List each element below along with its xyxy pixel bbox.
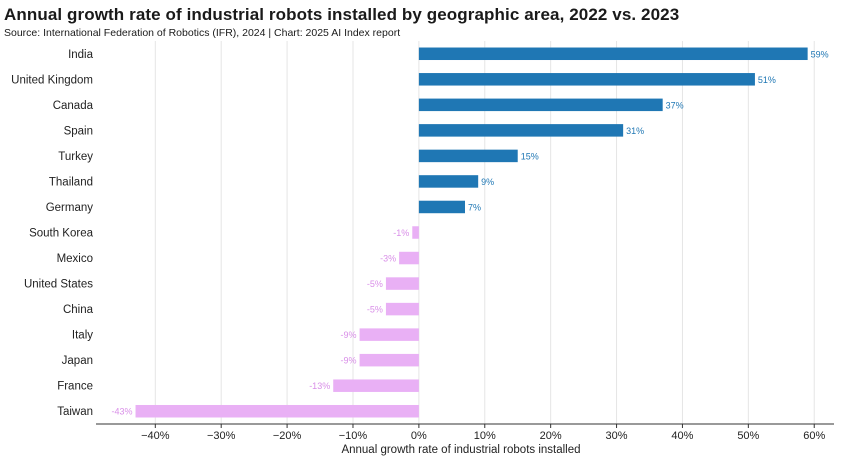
chart-subtitle: Source: International Federation of Robo… xyxy=(4,27,401,39)
bar xyxy=(412,226,419,239)
x-tick-label: 50% xyxy=(737,430,759,442)
category-label: Canada xyxy=(53,100,94,112)
data-label: -9% xyxy=(341,330,357,340)
category-label: Taiwan xyxy=(57,406,93,418)
category-label: Thailand xyxy=(49,176,93,188)
data-label: 31% xyxy=(626,126,644,136)
x-tick-label: 0% xyxy=(411,430,427,442)
category-label: Spain xyxy=(64,125,93,137)
category-label: Italy xyxy=(72,330,93,342)
category-label: South Korea xyxy=(29,228,94,240)
data-label: -3% xyxy=(380,254,396,264)
x-axis-title: Annual growth rate of industrial robots … xyxy=(341,444,580,456)
data-label: -5% xyxy=(367,279,383,289)
x-tick-label: 40% xyxy=(671,430,693,442)
bar xyxy=(418,200,465,214)
data-label: 59% xyxy=(811,49,829,59)
x-tick-label: 60% xyxy=(803,430,825,442)
bar xyxy=(385,302,419,316)
bar xyxy=(135,404,419,418)
x-tick-label: −30% xyxy=(207,430,236,442)
x-tick-label: −20% xyxy=(273,430,302,442)
bar xyxy=(418,47,808,61)
data-label: 51% xyxy=(758,75,776,85)
bar xyxy=(359,353,419,367)
x-tick-label: 30% xyxy=(606,430,628,442)
data-label: 15% xyxy=(521,151,539,161)
x-tick-label: 10% xyxy=(474,430,496,442)
x-tick-label: −40% xyxy=(141,430,170,442)
bar xyxy=(333,379,419,392)
data-label: -9% xyxy=(341,356,357,366)
category-label: United Kingdom xyxy=(11,74,93,86)
category-label: Japan xyxy=(62,355,93,367)
category-label: United States xyxy=(24,279,93,291)
data-label: -13% xyxy=(309,381,330,391)
data-label: 7% xyxy=(468,202,481,212)
bar xyxy=(418,73,755,86)
chart-title: Annual growth rate of industrial robots … xyxy=(4,5,680,24)
category-label: India xyxy=(68,49,94,61)
bar xyxy=(385,277,419,290)
x-tick-label: 20% xyxy=(540,430,562,442)
bar xyxy=(418,175,479,188)
category-label: France xyxy=(57,381,93,393)
data-label: -5% xyxy=(367,305,383,315)
data-label: -43% xyxy=(112,407,133,417)
category-label: Germany xyxy=(46,202,94,214)
data-label: -1% xyxy=(393,228,409,238)
category-label: China xyxy=(63,304,94,316)
bar xyxy=(418,124,624,137)
category-label: Mexico xyxy=(57,253,93,265)
category-label: Turkey xyxy=(58,151,93,163)
bar xyxy=(359,328,419,341)
data-label: 37% xyxy=(666,100,684,110)
bar xyxy=(418,149,518,163)
bar xyxy=(418,98,663,112)
data-label: 9% xyxy=(481,177,494,187)
bar xyxy=(399,251,419,265)
x-tick-label: −10% xyxy=(339,430,368,442)
